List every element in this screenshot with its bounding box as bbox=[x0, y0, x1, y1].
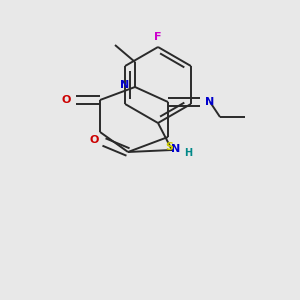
Text: N: N bbox=[120, 80, 130, 90]
Text: F: F bbox=[154, 32, 162, 42]
Text: N: N bbox=[171, 144, 181, 154]
Text: S: S bbox=[165, 142, 173, 152]
Text: O: O bbox=[89, 135, 99, 145]
Text: N: N bbox=[206, 97, 214, 107]
Text: H: H bbox=[184, 148, 192, 158]
Text: O: O bbox=[61, 95, 71, 105]
